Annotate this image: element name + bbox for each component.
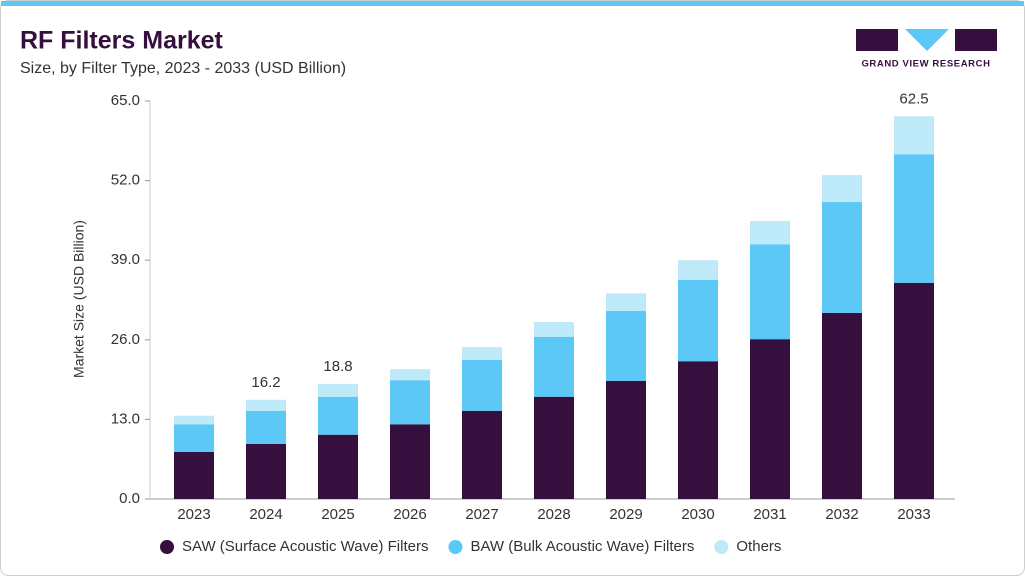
bar-segment [246, 399, 286, 411]
bar-segment [678, 279, 718, 362]
y-tick-label: 0.0 [119, 490, 140, 507]
bar-segment [606, 380, 646, 499]
bar-segment [174, 415, 214, 425]
bar-segment [390, 380, 430, 425]
bar-segment [606, 293, 646, 312]
bar-segment [750, 221, 790, 245]
bar-segment [894, 116, 934, 155]
logo: GRAND VIEW RESEARCH [856, 29, 997, 70]
x-tick-label: 2030 [681, 506, 714, 523]
y-tick-label: 26.0 [111, 331, 140, 348]
x-tick-label: 2033 [897, 506, 930, 523]
logo-block [955, 29, 997, 51]
bar-segment [174, 424, 214, 452]
legend-label: BAW (Bulk Acoustic Wave) Filters [470, 538, 694, 555]
bar-segment [174, 451, 214, 499]
y-axis-title: Market Size (USD Billion) [71, 220, 87, 378]
bar-segment [246, 410, 286, 444]
bar-segment [894, 282, 934, 499]
legend-label: Others [736, 538, 781, 555]
x-tick-label: 2024 [249, 506, 282, 523]
bar-segment [678, 260, 718, 280]
legend-marker [160, 540, 174, 554]
bar-segment [894, 154, 934, 283]
bar-segment [606, 311, 646, 381]
bar-segment [462, 410, 502, 499]
bar-segment [822, 312, 862, 499]
bar-segment [822, 202, 862, 313]
total-label: 16.2 [251, 374, 280, 391]
logo-block [856, 29, 898, 51]
bar-segment [750, 244, 790, 340]
logo-text: GRAND VIEW RESEARCH [861, 59, 990, 70]
bar-segment [750, 339, 790, 499]
bar-segment [678, 361, 718, 499]
total-label: 62.5 [899, 90, 928, 107]
legend-marker [448, 540, 463, 554]
x-tick-label: 2031 [753, 506, 786, 523]
legend-marker [714, 540, 729, 554]
chart-title: RF Filters Market [20, 27, 224, 55]
bar-segment [534, 322, 574, 337]
x-tick-label: 2028 [537, 506, 570, 523]
x-tick-label: 2023 [177, 506, 210, 523]
bar-segment [318, 383, 358, 397]
bar-segment [822, 175, 862, 203]
bar-segment [534, 336, 574, 397]
bar-segment [534, 396, 574, 499]
y-tick-label: 39.0 [111, 251, 140, 268]
y-tick-label: 13.0 [111, 410, 140, 427]
total-label: 18.8 [323, 358, 352, 375]
x-tick-label: 2029 [609, 506, 642, 523]
bar-segment [462, 347, 502, 361]
x-tick-label: 2027 [465, 506, 498, 523]
y-tick-label: 65.0 [111, 92, 140, 109]
bar-segment [390, 369, 430, 381]
bar-segment [462, 360, 502, 411]
bar-segment [246, 443, 286, 499]
y-tick-label: 52.0 [111, 172, 140, 189]
bar-segment [318, 434, 358, 499]
legend-label: SAW (Surface Acoustic Wave) Filters [182, 538, 428, 555]
x-tick-label: 2026 [393, 506, 426, 523]
x-tick-label: 2025 [321, 506, 354, 523]
bar-segment [318, 396, 358, 435]
bar-segment [390, 424, 430, 499]
top-strip [1, 1, 1024, 6]
x-tick-label: 2032 [825, 506, 858, 523]
logo-block [905, 29, 949, 51]
chart-subtitle: Size, by Filter Type, 2023 - 2033 (USD B… [20, 60, 346, 77]
